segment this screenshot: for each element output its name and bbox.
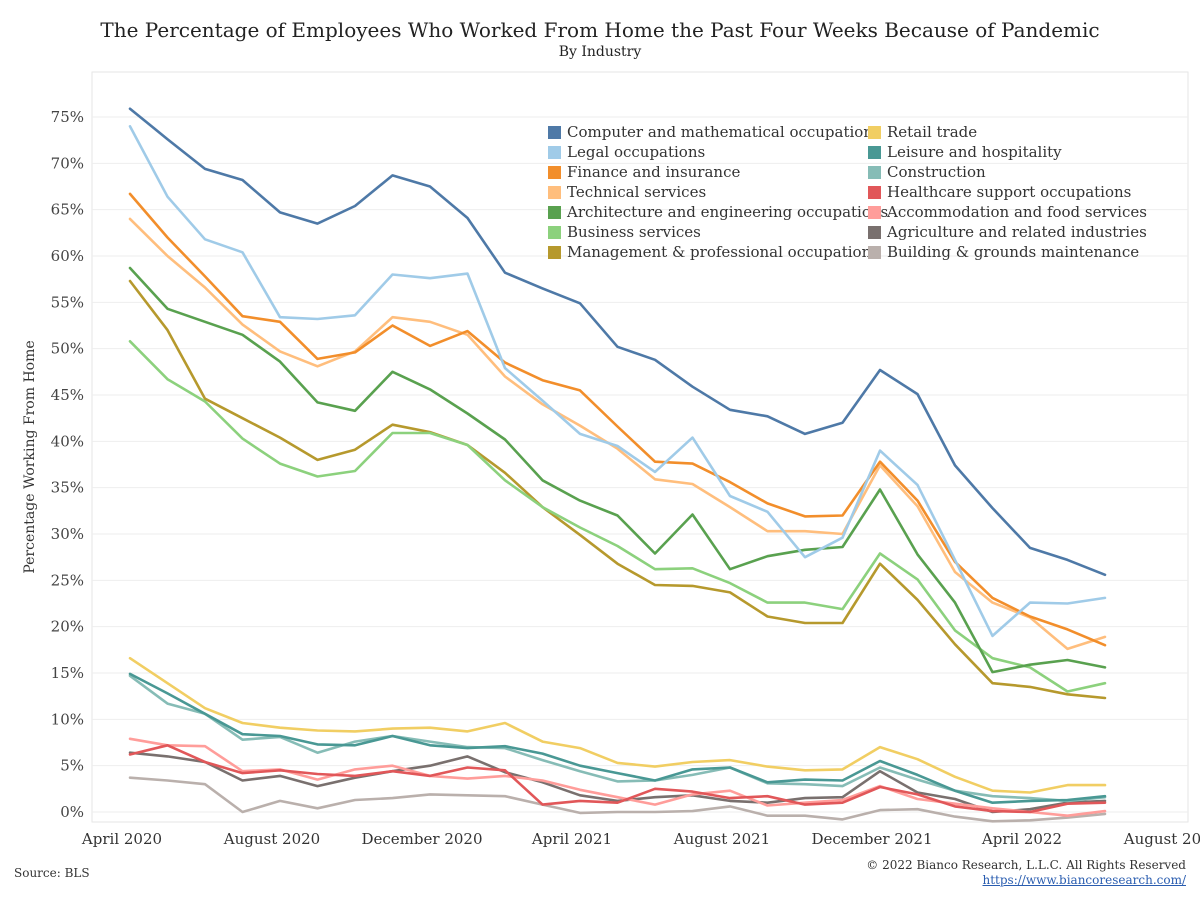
legend-item: Leisure and hospitality	[868, 142, 1062, 162]
y-tick-label: 50%	[51, 340, 84, 358]
x-tick-label: April 2021	[531, 830, 612, 848]
y-tick-label: 35%	[51, 479, 84, 497]
x-tick-label: April 2020	[81, 830, 162, 848]
legend-swatch	[548, 225, 561, 239]
y-tick-label: 40%	[51, 432, 84, 450]
legend-swatch	[868, 165, 881, 179]
source-note: Source: BLS	[14, 866, 90, 880]
source-link[interactable]: https://www.biancoresearch.com/	[982, 873, 1186, 887]
legend-label: Business services	[567, 223, 701, 241]
legend-label: Legal occupations	[567, 143, 706, 161]
y-tick-label: 25%	[51, 571, 84, 589]
legend-swatch	[868, 145, 881, 159]
legend-item: Healthcare support occupations	[868, 182, 1131, 202]
y-tick-label: 10%	[51, 710, 84, 728]
legend-label: Retail trade	[887, 123, 978, 141]
y-tick-label: 60%	[51, 247, 84, 265]
legend-swatch	[548, 125, 561, 139]
legend-item: Construction	[868, 162, 986, 182]
legend-item: Accommodation and food services	[868, 202, 1147, 222]
series-line-12	[128, 751, 1107, 814]
x-tick-label: August 2020	[223, 830, 320, 848]
legend-label: Computer and mathematical occupations	[567, 123, 881, 141]
series-line-7	[128, 656, 1107, 794]
legend-swatch	[548, 185, 561, 199]
legend-label: Management & professional occupations	[567, 243, 879, 261]
y-tick-label: 15%	[51, 664, 84, 682]
legend-swatch	[548, 165, 561, 179]
legend-swatch	[868, 245, 881, 259]
y-axis-label: Percentage Working From Home	[22, 340, 38, 573]
x-tick-label: December 2020	[362, 830, 483, 848]
series-line-9	[128, 674, 1107, 803]
series-line-4	[128, 266, 1107, 674]
legend-item: Building & grounds maintenance	[868, 242, 1139, 262]
legend-item: Architecture and engineering occupations	[548, 202, 888, 222]
legend-item: Agriculture and related industries	[868, 222, 1147, 242]
legend-item: Finance and insurance	[548, 162, 740, 182]
legend-item: Computer and mathematical occupations	[548, 122, 881, 142]
legend-item: Technical services	[548, 182, 706, 202]
legend-item: Retail trade	[868, 122, 977, 142]
x-tick-label: August 2022	[1123, 830, 1200, 848]
series-line-2	[128, 192, 1107, 647]
x-tick-label: December 2021	[812, 830, 933, 848]
legend-label: Leisure and hospitality	[887, 143, 1062, 161]
legend-label: Building & grounds maintenance	[887, 243, 1140, 261]
y-tick-label: 20%	[51, 618, 84, 636]
plot-frame	[91, 71, 1189, 823]
legend-swatch	[868, 205, 881, 219]
series-line-0	[128, 107, 1107, 577]
y-tick-label: 55%	[51, 293, 84, 311]
legend-swatch	[868, 185, 881, 199]
legend-label: Finance and insurance	[567, 163, 741, 181]
x-tick-label: April 2022	[981, 830, 1062, 848]
legend-swatch	[548, 205, 561, 219]
chart-title: The Percentage of Employees Who Worked F…	[100, 18, 1100, 42]
y-tick-label: 30%	[51, 525, 84, 543]
series-line-13	[128, 776, 1107, 823]
legend-label: Accommodation and food services	[887, 203, 1147, 221]
legend-swatch	[548, 245, 561, 259]
legend-swatch	[868, 125, 881, 139]
legend-label: Construction	[887, 163, 986, 181]
legend-item: Management & professional occupations	[548, 242, 879, 262]
legend-label: Technical services	[567, 183, 707, 201]
y-tick-label: 75%	[51, 108, 84, 126]
series-line-8	[128, 672, 1107, 804]
legend-swatch	[548, 145, 561, 159]
legend-item: Business services	[548, 222, 701, 242]
legend-swatch	[868, 225, 881, 239]
y-tick-label: 5%	[60, 757, 84, 775]
series-line-5	[128, 340, 1107, 693]
legend-label: Agriculture and related industries	[887, 223, 1147, 241]
y-tick-label: 0%	[60, 803, 84, 821]
series-line-1	[128, 125, 1107, 638]
chart-subtitle: By Industry	[558, 44, 642, 60]
legend-item: Legal occupations	[548, 142, 705, 162]
copyright-note: © 2022 Bianco Research, L.L.C. All Right…	[866, 858, 1186, 872]
y-tick-label: 65%	[51, 201, 84, 219]
legend-label: Healthcare support occupations	[887, 183, 1132, 201]
legend-label: Architecture and engineering occupations	[567, 203, 889, 221]
series-line-3	[128, 217, 1107, 651]
series-line-10	[128, 744, 1107, 814]
y-tick-label: 45%	[51, 386, 84, 404]
series-line-6	[128, 279, 1107, 700]
x-tick-label: August 2021	[673, 830, 770, 848]
y-tick-label: 70%	[51, 154, 84, 172]
